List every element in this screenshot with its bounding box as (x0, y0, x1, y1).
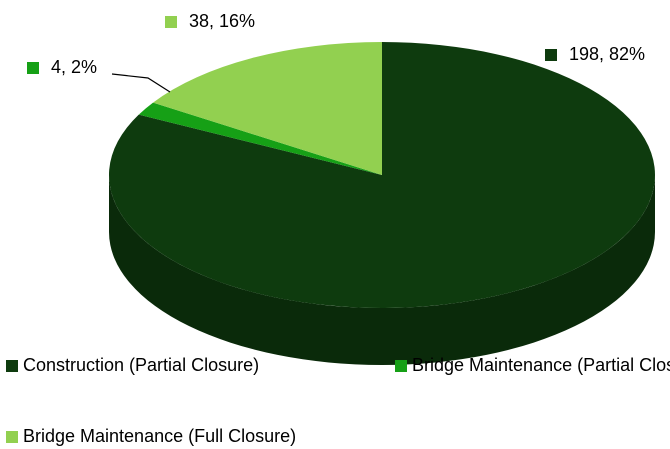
pie-slice (153, 42, 382, 175)
label-swatch (27, 62, 39, 74)
pie-slice (138, 102, 382, 175)
data-label: 198, 82% (569, 44, 645, 64)
label-swatch (165, 16, 177, 28)
pie-slice (108, 42, 656, 308)
pie-side (109, 175, 655, 365)
leader-line (111, 73, 171, 93)
legend-label: Bridge Maintenance (Full Closure) (23, 426, 296, 446)
data-label: 38, 16% (189, 11, 255, 31)
legend-swatch (395, 360, 407, 372)
legend-label: Bridge Maintenance (Partial Closure) (412, 355, 670, 375)
data-label: 4, 2% (51, 57, 97, 77)
legend-swatch (6, 360, 18, 372)
legend-label: Construction (Partial Closure) (23, 355, 259, 375)
label-swatch (545, 49, 557, 61)
legend-swatch (6, 431, 18, 443)
